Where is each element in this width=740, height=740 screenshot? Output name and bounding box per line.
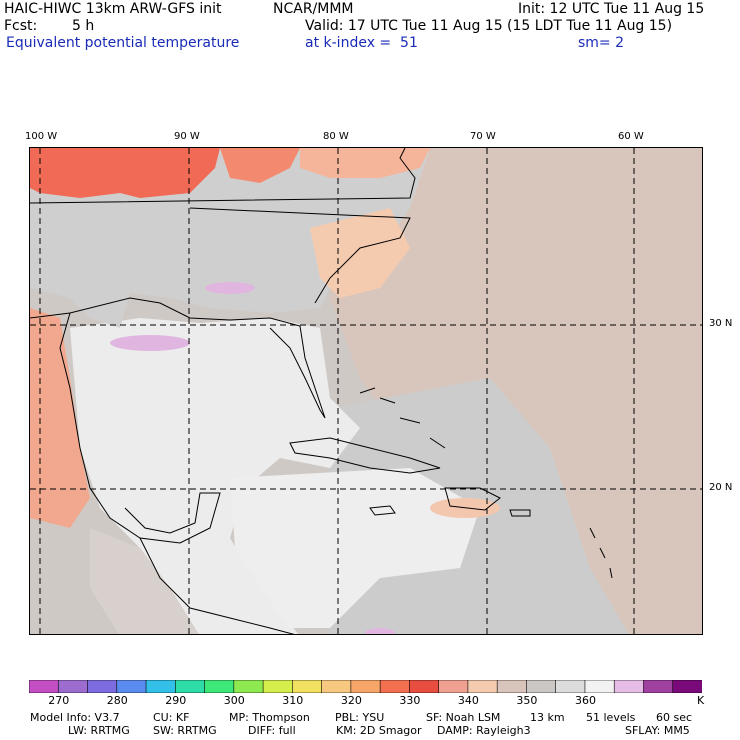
colorbar-swatch <box>233 680 264 693</box>
gulf-coast-line <box>30 297 326 419</box>
valid-time: Valid: 17 UTC Tue 11 Aug 15 (15 LDT Tue … <box>305 18 673 34</box>
state-boundary-line <box>30 148 416 204</box>
init-time: Init: 12 UTC Tue 11 Aug 15 <box>518 1 705 17</box>
colorbar-swatch <box>643 680 674 693</box>
lat-label-20n: 20 N <box>709 482 733 493</box>
colorbar-tick-label: 280 <box>106 694 128 707</box>
colorbar-tick-label: 310 <box>282 694 304 707</box>
colorbar-tick-label: 290 <box>165 694 187 707</box>
forecast-label: Fcst: <box>4 18 38 34</box>
lavender-spot-alabama <box>205 282 255 294</box>
footer-mp: MP: Thompson <box>229 711 310 724</box>
lavender-spot-gulf-coast <box>110 335 190 351</box>
footer-timestep: 60 sec <box>656 711 693 724</box>
lon-label-70w: 70 W <box>470 131 496 142</box>
colorbar-swatch <box>467 680 498 693</box>
peach-area-southeast <box>310 208 410 298</box>
map-panel <box>29 147 703 635</box>
red-warm-pool-north <box>30 148 220 198</box>
colorbar-swatch <box>409 680 440 693</box>
bahamas-outline <box>359 387 446 449</box>
colorbar-swatch <box>584 680 616 693</box>
colorbar-tick-label: 300 <box>223 694 245 707</box>
footer-sw: SW: RRTMG <box>153 724 217 737</box>
colorbar-tick-label: 350 <box>516 694 538 707</box>
lon-label-90w: 90 W <box>174 131 200 142</box>
level-info: at k-index = 51 <box>305 35 418 51</box>
colorbar-swatch <box>555 680 586 693</box>
mexico-coast-line <box>59 312 221 544</box>
southeast-coast-line <box>189 207 411 304</box>
colorbar-swatch <box>613 680 645 693</box>
theta-e-map <box>30 148 702 634</box>
central-america-coast-line <box>139 537 295 634</box>
footer-diff: DIFF: full <box>248 724 296 737</box>
colorbar-tick-label: 320 <box>340 694 362 707</box>
colorbar-swatch <box>379 680 411 693</box>
jamaica-outline <box>369 505 396 516</box>
colorbar-tick-label: 270 <box>48 694 70 707</box>
model-title: HAIC-HIWC 13km ARW-GFS init <box>4 1 222 17</box>
colorbar-swatch <box>145 680 177 693</box>
coastlines <box>30 148 613 634</box>
colorbar-swatch <box>175 680 206 693</box>
footer-lw: LW: RRTMG <box>68 724 130 737</box>
colorbar-swatch <box>204 680 235 693</box>
colorbar-swatch <box>526 680 557 693</box>
warm-region-mexico <box>30 308 90 528</box>
field-name: Equivalent potential temperature <box>6 35 240 51</box>
hispaniola-outline <box>444 487 501 511</box>
footer-damp: DAMP: Rayleigh3 <box>437 724 531 737</box>
colorbar-swatch <box>292 680 323 693</box>
colorbar-swatch <box>262 680 294 693</box>
footer-levels: 51 levels <box>586 711 636 724</box>
colorbar-units: K <box>697 694 705 707</box>
lon-label-80w: 80 W <box>323 131 349 142</box>
forecast-hour: 5 h <box>72 18 95 34</box>
colorbar-swatch <box>87 680 118 693</box>
footer-cu: CU: KF <box>153 711 190 724</box>
cuba-outline <box>289 437 441 474</box>
salmon-area-northeast <box>300 148 430 178</box>
footer-model-info: Model Info: V3.7 <box>30 711 120 724</box>
colorbar-swatch <box>350 680 381 693</box>
colorbar-tick-label: 360 <box>575 694 596 707</box>
lesser-antilles-outline <box>589 527 613 579</box>
colorbar-swatch <box>496 680 528 693</box>
tan-region-atlantic <box>330 148 702 634</box>
colorbar-tick-label: 330 <box>399 694 421 707</box>
lon-label-60w: 60 W <box>618 131 644 142</box>
footer-sflay: SFLAY: MM5 <box>625 724 690 737</box>
colorbar-swatch <box>321 680 352 693</box>
colorbar-tick-label: 340 <box>457 694 479 707</box>
lavender-spot-south <box>365 628 395 634</box>
colorbar-swatch <box>57 680 89 693</box>
lat-label-30n: 30 N <box>709 318 733 329</box>
smoothing-info: sm= 2 <box>578 35 625 51</box>
org-label: NCAR/MMM <box>273 1 354 17</box>
footer-sf: SF: Noah LSM <box>426 711 501 724</box>
lon-label-100w: 100 W <box>25 131 58 142</box>
colorbar-swatch <box>438 680 469 693</box>
graticule <box>30 148 702 634</box>
orange-warm-area <box>220 148 300 183</box>
colorbar-swatch <box>116 680 147 693</box>
central-america-field <box>90 528 199 634</box>
footer-pbl: PBL: YSU <box>335 711 385 724</box>
colorbar <box>29 680 702 693</box>
footer-resolution: 13 km <box>530 711 565 724</box>
caribbean-white-field <box>230 468 480 628</box>
puerto-rico-outline <box>509 509 531 517</box>
footer-km: KM: 2D Smagor <box>336 724 422 737</box>
gulf-white-field <box>70 318 360 634</box>
colorbar-swatch <box>672 680 702 693</box>
colorbar-swatch <box>29 680 60 693</box>
